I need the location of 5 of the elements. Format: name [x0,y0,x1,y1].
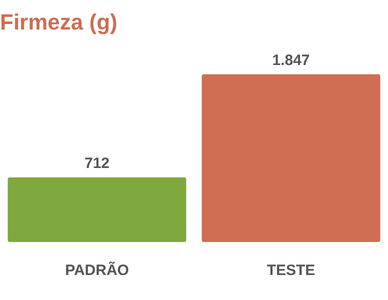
chart-title: Firmeza (g) [0,9,118,34]
data-label: 1.847 [272,52,310,69]
x-tick-label: PADRÃO [65,261,130,280]
x-tick-label: TESTE [266,262,316,280]
data-label: 712 [84,154,110,172]
